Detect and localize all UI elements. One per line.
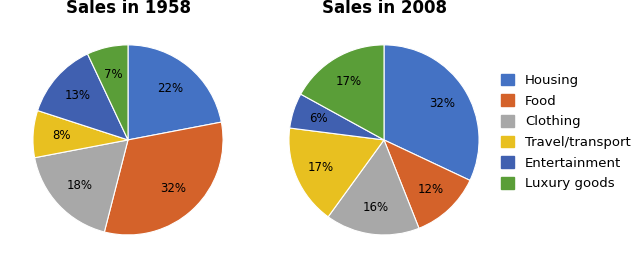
Text: 12%: 12% [418, 183, 444, 196]
Wedge shape [289, 128, 384, 217]
Wedge shape [35, 140, 128, 232]
Wedge shape [328, 140, 419, 235]
Wedge shape [301, 45, 384, 140]
Text: 17%: 17% [308, 161, 334, 174]
Text: 18%: 18% [67, 179, 93, 192]
Text: 7%: 7% [104, 68, 123, 82]
Wedge shape [88, 45, 128, 140]
Wedge shape [38, 54, 128, 140]
Text: 8%: 8% [52, 129, 71, 142]
Text: 32%: 32% [429, 97, 455, 110]
Wedge shape [33, 111, 128, 158]
Text: 17%: 17% [336, 74, 362, 88]
Text: 32%: 32% [161, 182, 186, 195]
Title: Sales in 1958: Sales in 1958 [65, 0, 191, 17]
Text: 22%: 22% [157, 82, 184, 95]
Text: 13%: 13% [65, 89, 91, 102]
Wedge shape [384, 45, 479, 180]
Wedge shape [384, 140, 470, 228]
Text: 6%: 6% [310, 112, 328, 125]
Text: 16%: 16% [362, 201, 388, 214]
Wedge shape [104, 122, 223, 235]
Title: Sales in 2008: Sales in 2008 [321, 0, 447, 17]
Wedge shape [290, 94, 384, 140]
Legend: Housing, Food, Clothing, Travel/transport, Entertainment, Luxury goods: Housing, Food, Clothing, Travel/transpor… [499, 71, 634, 193]
Wedge shape [128, 45, 221, 140]
